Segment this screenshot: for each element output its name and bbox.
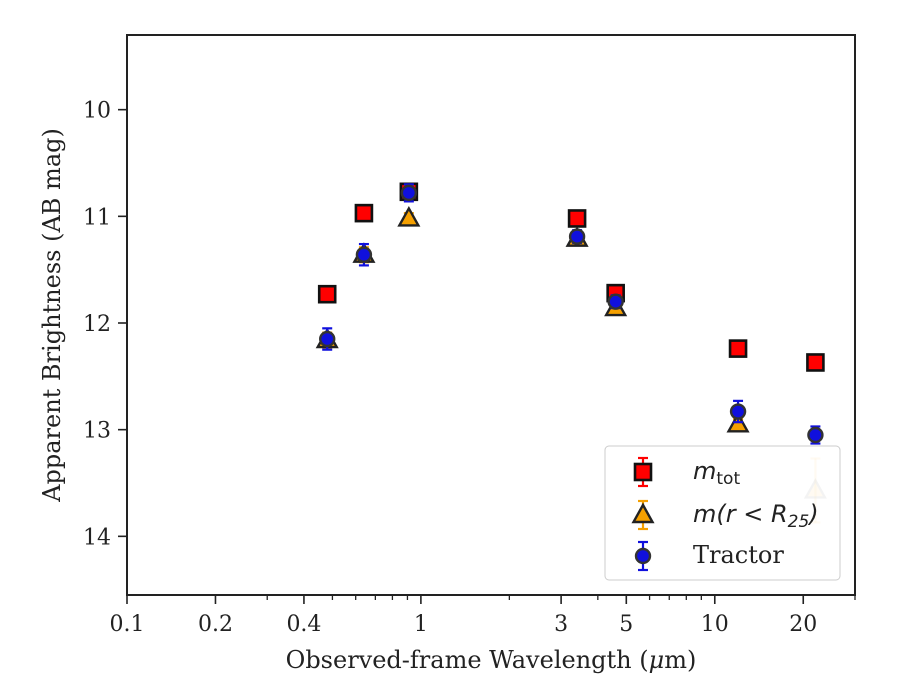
marker-mtot: [354, 203, 374, 223]
legend-box: [604, 445, 841, 581]
marker-tractor: [319, 330, 336, 348]
series-tractor: [319, 183, 824, 445]
y-axis-ticks: 10 11 12 13 14: [83, 99, 127, 550]
y-tick-label: 10: [83, 99, 111, 124]
legend-marker-tractor: [634, 547, 652, 565]
y-axis-label: Apparent Brightness (AB mag): [38, 128, 66, 503]
y-tick-label: 13: [83, 419, 111, 444]
x-tick-label: 0.2: [198, 612, 233, 637]
marker-mtot: [728, 339, 748, 358]
marker-tractor: [729, 403, 747, 420]
marker-tractor: [607, 293, 624, 310]
x-tick-label: 1: [414, 612, 428, 637]
x-tick-label: 0.4: [286, 612, 321, 637]
marker-mtot: [317, 284, 337, 304]
marker-mr25: [397, 206, 421, 227]
x-tick-label: 3: [554, 612, 568, 637]
x-minor-ticks: [266, 595, 856, 600]
marker-tractor: [568, 228, 586, 245]
x-axis-label: Observed-frame Wavelength (μm): [286, 646, 697, 674]
legend-label-tractor: Tractor: [693, 541, 784, 569]
marker-tractor: [807, 426, 824, 444]
marker-tractor: [355, 246, 373, 263]
marker-tractor: [400, 184, 418, 202]
legend-label-mtot: mtot: [693, 457, 740, 489]
legend-marker-mtot: [633, 462, 653, 482]
x-tick-label: 20: [789, 612, 817, 637]
marker-mtot: [806, 353, 825, 372]
x-axis-ticks: 0.1 0.2 0.4 1 3 5 10 20: [110, 595, 817, 637]
y-tick-label: 12: [83, 312, 111, 337]
legend-marker-mr25: [631, 502, 655, 524]
y-tick-label: 11: [83, 205, 111, 230]
legend-label-mr25: m(r < R25): [693, 500, 819, 532]
x-tick-label: 5: [619, 612, 633, 637]
x-tick-label: 10: [701, 612, 729, 637]
x-tick-label: 0.1: [110, 612, 145, 637]
marker-mtot: [567, 209, 587, 228]
legend: mtot m(r < R25) Tractor: [604, 445, 841, 581]
y-tick-label: 14: [83, 525, 111, 550]
